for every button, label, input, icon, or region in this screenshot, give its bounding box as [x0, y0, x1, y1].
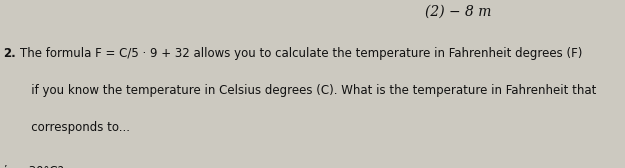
Text: if you know the temperature in Celsius degrees (C). What is the temperature in F: if you know the temperature in Celsius d…: [20, 84, 596, 97]
Text: (2) − 8 m: (2) − 8 m: [425, 5, 491, 19]
Text: 2.: 2.: [3, 47, 16, 60]
Text: ’: ’: [3, 165, 6, 168]
Text: corresponds to...: corresponds to...: [20, 121, 130, 134]
Text: The formula F = C/5 · 9 + 32 allows you to calculate the temperature in Fahrenhe: The formula F = C/5 · 9 + 32 allows you …: [20, 47, 582, 60]
Text: a. 30°C?: a. 30°C?: [14, 165, 64, 168]
